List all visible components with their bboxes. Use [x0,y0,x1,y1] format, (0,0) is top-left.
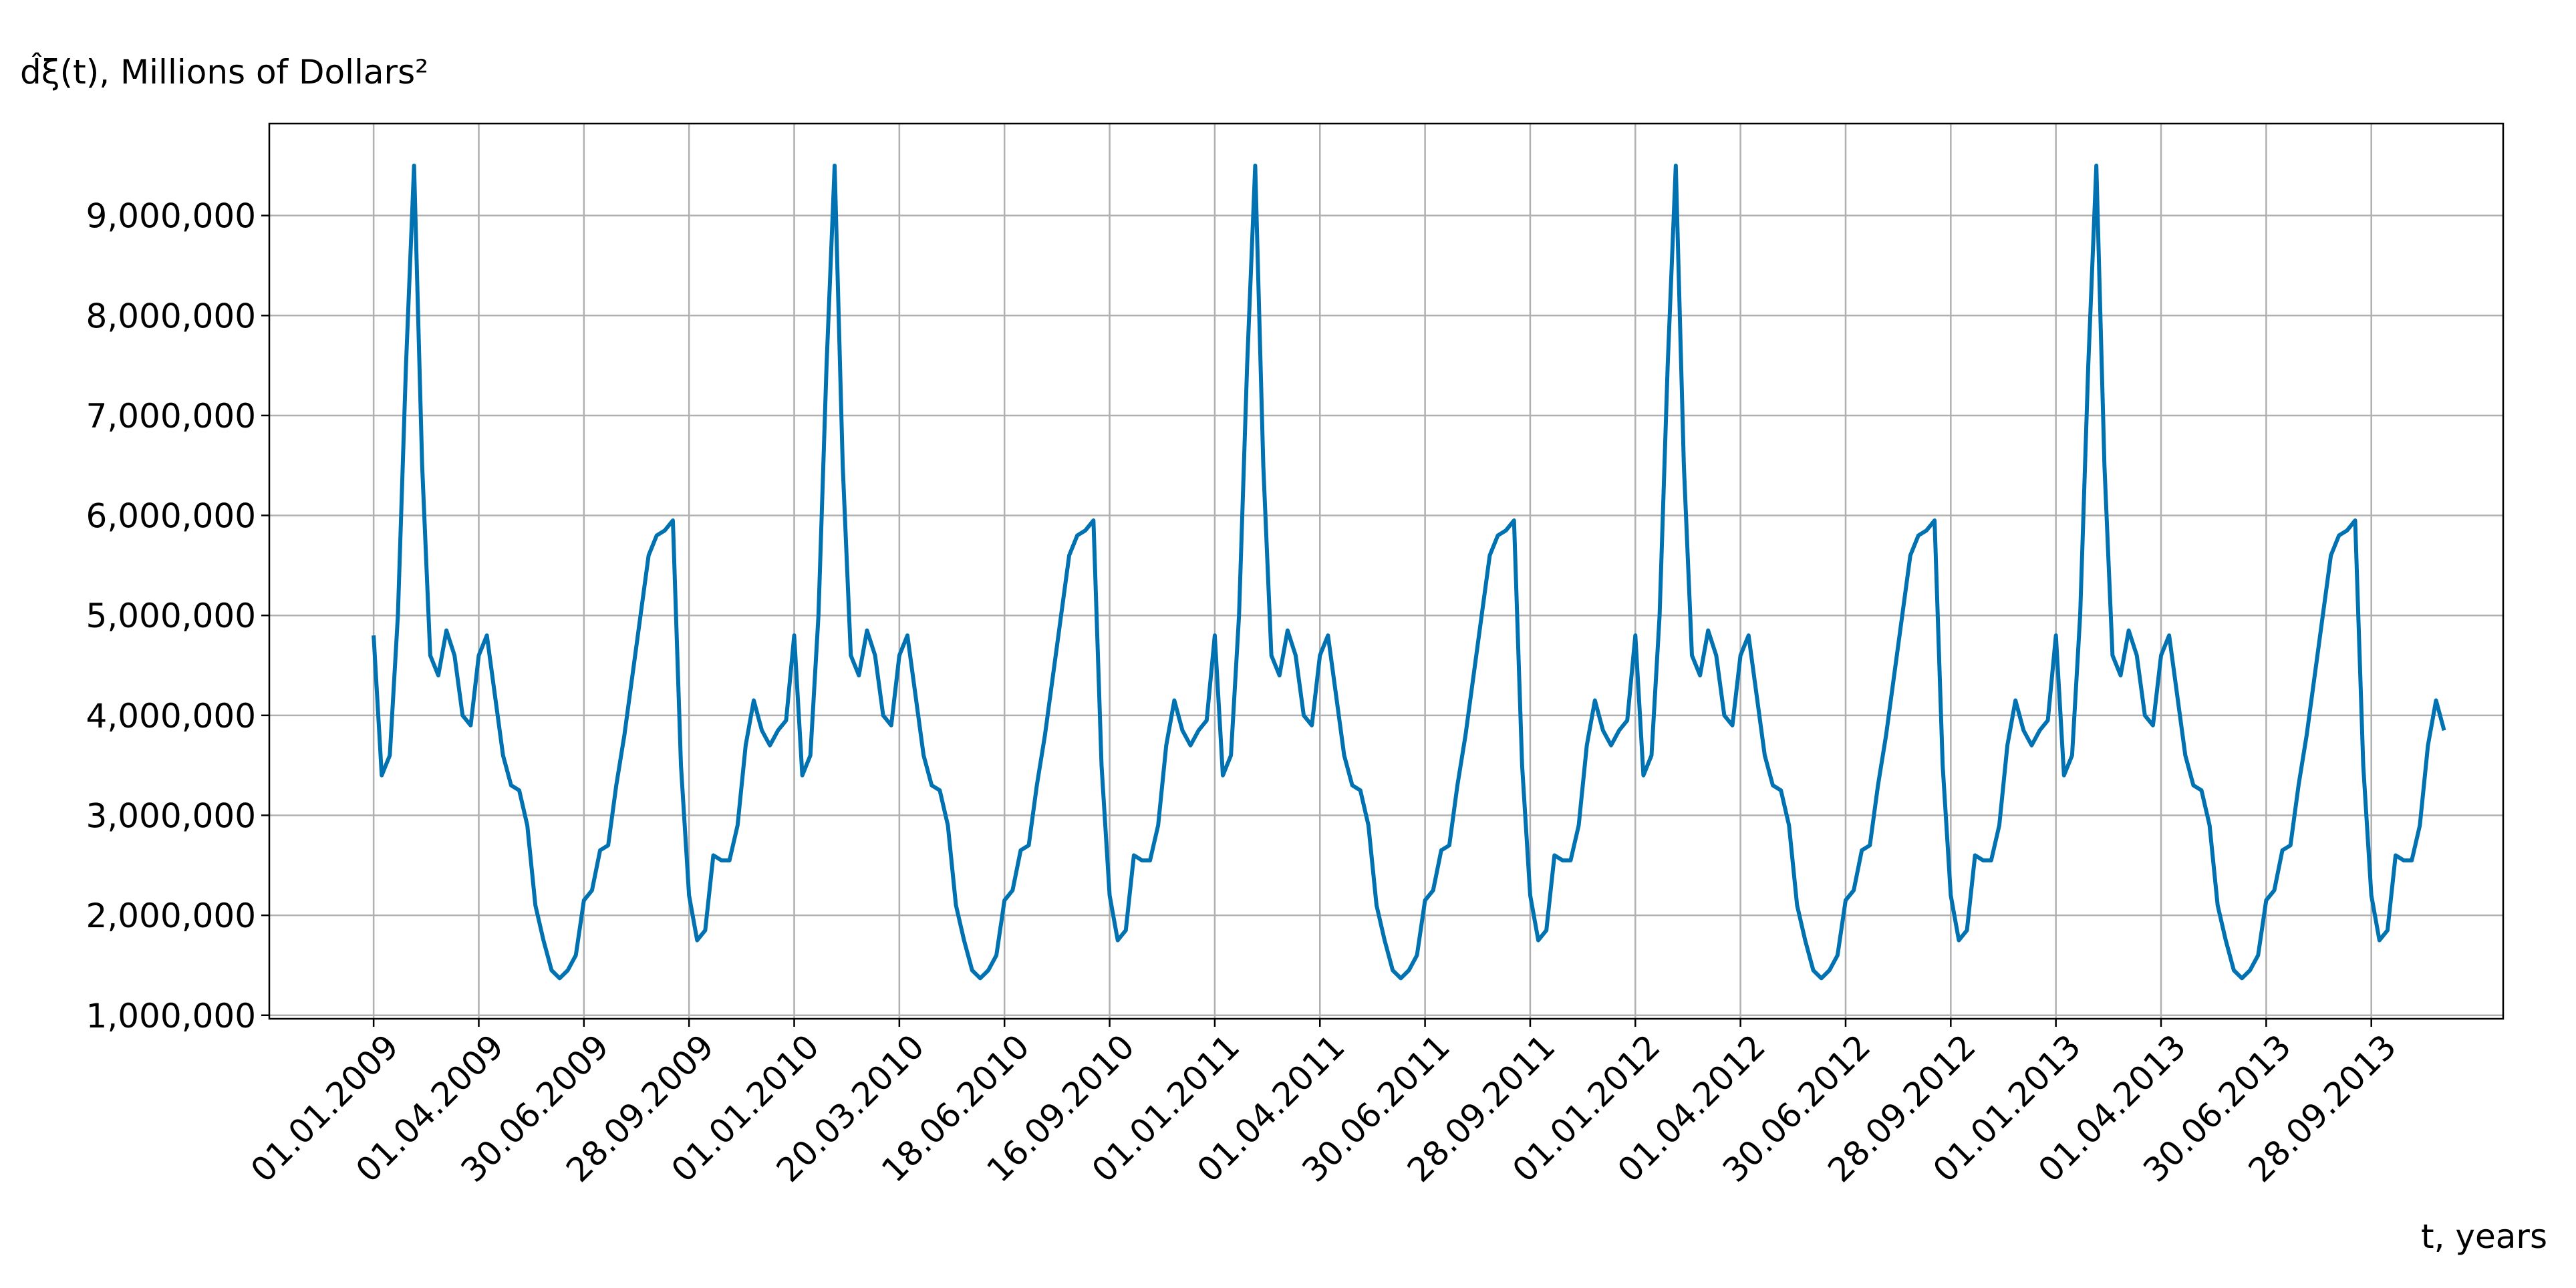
x-axis-label: t, years [2421,1217,2547,1256]
y-tick-label: 5,000,000 [86,597,256,635]
y-tick-label: 7,000,000 [86,397,256,436]
y-tick-label: 8,000,000 [86,297,256,335]
y-tick-label: 1,000,000 [86,997,256,1035]
data-line [372,163,2446,981]
y-tick-label: 3,000,000 [86,796,256,835]
y-tick-label: 4,000,000 [86,697,256,736]
y-tick-label: 6,000,000 [86,497,256,536]
y-tick-label: 9,000,000 [86,197,256,236]
plot-frame [268,122,2505,1020]
y-tick-label: 2,000,000 [86,897,256,935]
chart-title: d̂ξ(t), Millions of Dollars² [20,52,428,92]
